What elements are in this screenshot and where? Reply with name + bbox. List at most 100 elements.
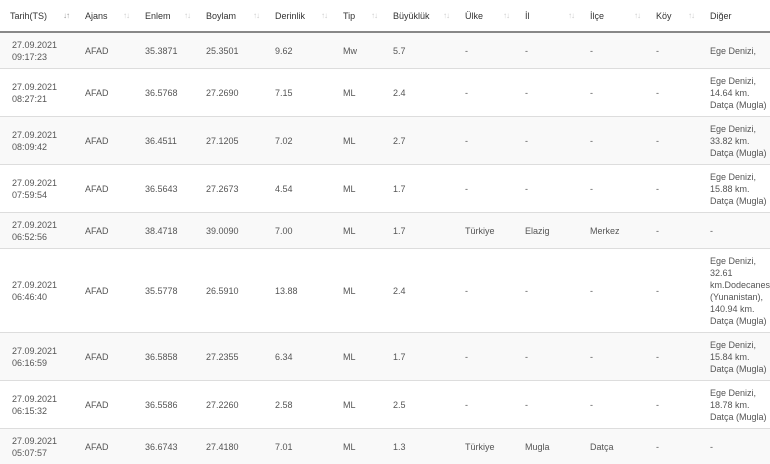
cell-district: - (580, 333, 646, 381)
cell-depth: 7.01 (265, 429, 333, 464)
cell-other: Ege Denizi, (700, 32, 770, 69)
column-header-district[interactable]: İlçe ↑↓ (580, 0, 646, 32)
cell-lat: 36.4511 (135, 117, 196, 165)
cell-province: Mugla (515, 429, 580, 464)
cell-time: 06:15:32 (12, 405, 75, 417)
column-header-type[interactable]: Tip↑↓ (333, 0, 383, 32)
cell-lon: 27.1205 (196, 117, 265, 165)
column-header-agency[interactable]: Ajans ↑↓ (75, 0, 135, 32)
cell-lon: 27.2260 (196, 381, 265, 429)
cell-type: ML (333, 117, 383, 165)
column-header-label: İlçe (590, 11, 604, 21)
cell-province: - (515, 117, 580, 165)
cell-type: ML (333, 429, 383, 464)
cell-village: - (646, 429, 700, 464)
other-line: Ege Denizi, (710, 123, 770, 135)
column-header-longitude[interactable]: Boylam ↑↓ (196, 0, 265, 32)
cell-lon: 25.3501 (196, 32, 265, 69)
cell-village: - (646, 69, 700, 117)
column-header-depth[interactable]: Derinlik↑↓ (265, 0, 333, 32)
cell-type: ML (333, 249, 383, 333)
cell-mag: 1.7 (383, 333, 455, 381)
cell-agency: AFAD (75, 333, 135, 381)
sort-arrows-icon[interactable]: ↑↓ (321, 11, 327, 20)
cell-agency: AFAD (75, 32, 135, 69)
other-line: Ege Denizi, (710, 75, 770, 87)
cell-mag: 2.7 (383, 117, 455, 165)
cell-village: - (646, 117, 700, 165)
other-line: 33.82 km. (710, 135, 770, 147)
sort-arrows-icon[interactable]: ↑↓ (253, 11, 259, 20)
cell-lon: 27.2355 (196, 333, 265, 381)
other-line: Datça (Mugla) (710, 195, 770, 207)
column-header-label: Ajans (85, 11, 108, 21)
cell-depth: 4.54 (265, 165, 333, 213)
column-header-date[interactable]: Tarih(TS)↓↑ (0, 0, 75, 32)
cell-depth: 6.34 (265, 333, 333, 381)
cell-mag: 1.7 (383, 213, 455, 249)
other-line: 14.64 km. (710, 87, 770, 99)
cell-time: 08:09:42 (12, 141, 75, 153)
cell-time: 08:27:21 (12, 93, 75, 105)
cell-time: 07:59:54 (12, 189, 75, 201)
cell-village: - (646, 32, 700, 69)
cell-mag: 2.5 (383, 381, 455, 429)
sort-arrows-icon[interactable]: ↑↓ (184, 11, 190, 20)
cell-date: 27.09.2021 (12, 81, 75, 93)
column-header-label: Enlem (145, 11, 171, 21)
column-header-label: Boylam (206, 11, 236, 21)
sort-arrows-icon[interactable]: ↑↓ (688, 11, 694, 20)
cell-type: ML (333, 69, 383, 117)
sort-arrows-icon[interactable]: ↑↓ (443, 11, 449, 20)
cell-date: 27.09.2021 (12, 435, 75, 447)
cell-district: Merkez (580, 213, 646, 249)
cell-type: ML (333, 381, 383, 429)
column-header-country[interactable]: Ülke↑↓ (455, 0, 515, 32)
cell-province: - (515, 381, 580, 429)
column-header-other[interactable]: Diğer↑↓ (700, 0, 770, 32)
cell-province: - (515, 333, 580, 381)
other-line: Ege Denizi, (710, 387, 770, 399)
cell-country: - (455, 381, 515, 429)
sort-arrows-icon[interactable]: ↑↓ (634, 11, 640, 20)
cell-lon: 39.0090 (196, 213, 265, 249)
other-line: - (710, 441, 770, 453)
column-header-magnitude[interactable]: Büyüklük ↑↓ (383, 0, 455, 32)
sort-arrows-icon[interactable]: ↑↓ (568, 11, 574, 20)
cell-lat: 36.5586 (135, 381, 196, 429)
cell-province: Elazig (515, 213, 580, 249)
cell-lon: 26.5910 (196, 249, 265, 333)
other-line: Ege Denizi, (710, 45, 770, 57)
cell-lat: 35.5778 (135, 249, 196, 333)
column-header-province[interactable]: İl↑↓ (515, 0, 580, 32)
sort-arrows-icon[interactable]: ↓↑ (63, 11, 69, 20)
column-header-label: Büyüklük (393, 11, 430, 21)
column-header-label: Diğer (710, 11, 732, 21)
cell-district: - (580, 249, 646, 333)
sort-arrows-icon[interactable]: ↑↓ (123, 11, 129, 20)
cell-date: 27.09.2021 (12, 129, 75, 141)
cell-province: - (515, 249, 580, 333)
sort-arrows-icon[interactable]: ↑↓ (371, 11, 377, 20)
column-header-latitude[interactable]: Enlem ↑↓ (135, 0, 196, 32)
other-line: - (710, 225, 770, 237)
column-header-village[interactable]: Köy↑↓ (646, 0, 700, 32)
sort-arrows-icon[interactable]: ↑↓ (503, 11, 509, 20)
cell-depth: 13.88 (265, 249, 333, 333)
cell-province: - (515, 69, 580, 117)
cell-district: - (580, 117, 646, 165)
cell-district: Datça (580, 429, 646, 464)
cell-lat: 36.5643 (135, 165, 196, 213)
